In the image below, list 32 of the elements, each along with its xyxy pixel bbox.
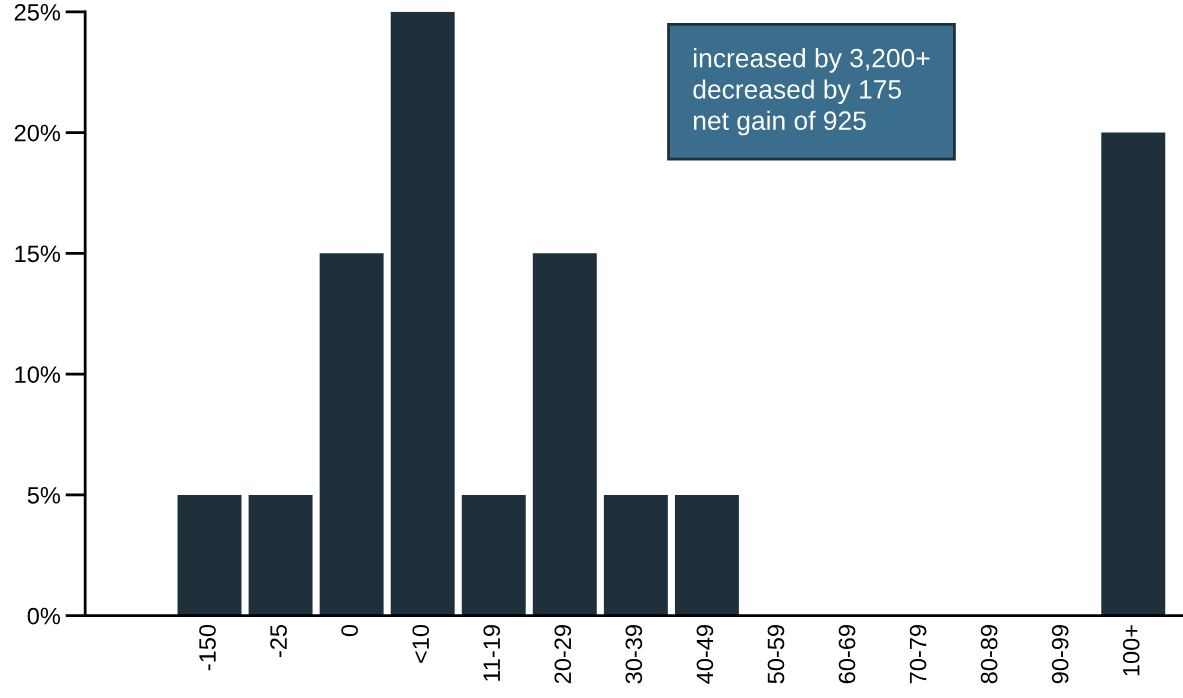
y-tick-label: 10%	[15, 366, 61, 383]
x-tick-label: 60-69	[838, 625, 856, 684]
x-tick-label: 11-19	[483, 625, 501, 681]
bar	[1101, 132, 1166, 616]
x-tick-label: 50-59	[767, 625, 785, 684]
x-tick-label: 0	[341, 624, 358, 637]
x-tick-label: 30-39	[625, 625, 643, 684]
bar	[177, 494, 242, 616]
x-tick-label: 70-79	[909, 625, 927, 684]
annotation: net gain of 925	[694, 110, 866, 136]
x-tick-label: 40-49	[696, 625, 714, 684]
x-tick-label: -25	[270, 624, 287, 658]
y-tick-label: 25%	[14, 3, 61, 21]
bar	[674, 494, 739, 616]
annotation: increased by 3,200+	[694, 48, 930, 73]
y-tick-label: 20%	[14, 124, 61, 142]
bar	[248, 494, 313, 616]
annotation: decreased by 175	[693, 79, 901, 104]
y-tick-label: 5%	[27, 487, 61, 504]
bar	[532, 253, 597, 616]
y-tick-label: 15%	[15, 245, 61, 263]
x-tick-label: <10	[412, 624, 430, 663]
x-tick-label: 20-29	[554, 625, 572, 684]
x-tick-label: 90-99	[1051, 625, 1069, 684]
bar	[461, 494, 526, 616]
bar	[390, 11, 455, 616]
x-tick-label: 80-89	[980, 625, 998, 684]
x-tick-label: 100+	[1122, 625, 1140, 676]
bar	[319, 253, 384, 616]
y-tick-label: 0%	[27, 607, 61, 625]
x-tick-label: -150	[199, 624, 216, 671]
bar	[603, 494, 668, 616]
